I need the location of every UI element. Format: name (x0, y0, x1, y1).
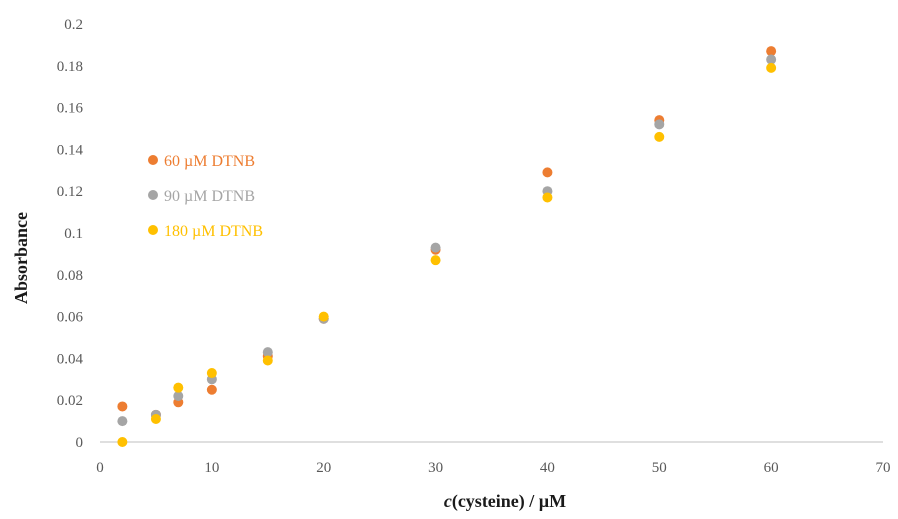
data-point (206, 384, 217, 395)
data-point (654, 131, 665, 142)
data-point (262, 355, 273, 366)
data-point (206, 368, 217, 379)
y-tick-label: 0.02 (57, 393, 83, 409)
y-tick-label: 0.2 (64, 17, 83, 33)
data-point (117, 437, 128, 447)
x-tick-label: 70 (876, 460, 891, 476)
data-point (766, 46, 777, 57)
y-tick-label: 0 (76, 435, 84, 451)
x-tick-label: 60 (764, 460, 779, 476)
x-tick-label: 20 (316, 460, 331, 476)
x-axis-title: c(cysteine) / µM (444, 491, 566, 512)
x-tick-label: 0 (96, 460, 104, 476)
data-point (173, 382, 184, 393)
data-point (542, 192, 553, 203)
data-point (766, 62, 777, 73)
legend-marker (148, 155, 158, 165)
data-point (318, 311, 329, 322)
legend-item: 90 µM DTNB (148, 188, 255, 205)
legend-item: 180 µM DTNB (148, 223, 263, 240)
y-tick-label: 0.14 (57, 142, 84, 158)
data-point (430, 255, 441, 266)
data-point (542, 167, 553, 178)
y-tick-label: 0.1 (64, 226, 83, 242)
x-tick-label: 30 (428, 460, 443, 476)
y-tick-label: 0.08 (57, 268, 83, 284)
data-point (117, 416, 128, 427)
legend-label: 180 µM DTNB (164, 223, 263, 240)
data-point (654, 119, 665, 130)
series-2 (117, 54, 777, 427)
legend-item: 60 µM DTNB (148, 153, 255, 170)
data-point (150, 414, 161, 425)
data-point (117, 401, 128, 412)
y-tick-label: 0.18 (57, 59, 83, 75)
x-tick-labels: 0 10 20 30 40 50 60 70 (96, 460, 890, 476)
legend: 60 µM DTNB 90 µM DTNB 180 µM DTNB (148, 153, 263, 240)
series-3 (117, 62, 777, 447)
y-tick-label: 0.04 (57, 351, 84, 367)
data-point (262, 347, 273, 358)
legend-marker (148, 225, 158, 235)
data-point (430, 242, 441, 253)
legend-label: 90 µM DTNB (164, 188, 255, 205)
x-tick-label: 50 (652, 460, 667, 476)
y-axis-title: Absorbance (11, 212, 31, 304)
legend-marker (148, 190, 158, 200)
x-axis-title-rest: (cysteine) / µM (452, 491, 566, 512)
data-point (173, 391, 184, 402)
y-tick-label: 0.06 (57, 310, 84, 326)
y-tick-label: 0.12 (57, 184, 83, 200)
x-axis-title-italic: c (444, 491, 452, 511)
legend-label: 60 µM DTNB (164, 153, 255, 170)
data-point (766, 54, 777, 65)
y-tick-label: 0.16 (57, 101, 84, 117)
x-tick-label: 10 (204, 460, 219, 476)
data-points (117, 46, 777, 447)
x-tick-label: 40 (540, 460, 555, 476)
y-tick-labels: 0 0.02 0.04 0.06 0.08 0.1 0.12 0.14 0.16 0.18 0.2 (57, 17, 84, 451)
